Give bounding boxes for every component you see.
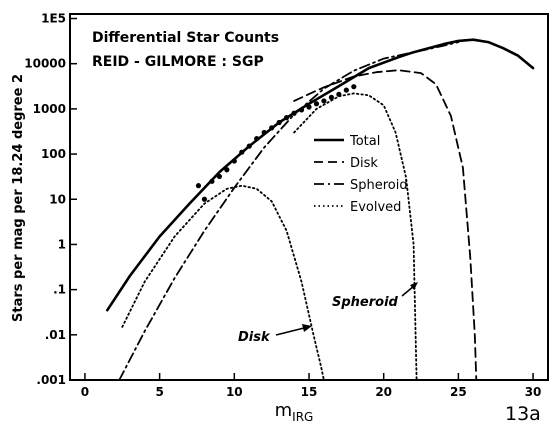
chart-title-line-2: REID - GILMORE : SGP	[92, 54, 264, 70]
legend-label: Spheroid	[350, 178, 408, 193]
y-tick-label: 100	[41, 147, 66, 161]
series-line-evolved-spheroid	[293, 92, 418, 381]
x-tick-label: 5	[155, 385, 163, 399]
data-point	[246, 143, 252, 149]
axis-ticks: 0 5 10 15 20 25 30 1E5 10000 1000 100 10 1 .1 .01 .001	[24, 12, 541, 399]
y-tick-label: 10	[49, 192, 66, 206]
annotation-spheroid-arrow	[401, 285, 415, 297]
data-point	[276, 119, 282, 126]
annotation-spheroid-arrowhead	[410, 282, 418, 290]
series-line-disk	[293, 69, 478, 381]
data-point	[231, 158, 237, 164]
data-point	[283, 115, 290, 121]
legend-label: Disk	[350, 156, 378, 171]
y-tick-label: .1	[53, 283, 66, 297]
annotation-disk: Disk	[238, 330, 271, 345]
data-point	[216, 173, 222, 180]
x-axis-label-subscript: IRG	[292, 410, 313, 424]
data-point	[328, 94, 335, 100]
x-tick-label: 0	[81, 385, 89, 399]
figure-label: 13a	[505, 403, 541, 425]
data-point	[321, 98, 327, 104]
y-axis-label: Stars per mag per 18.24 degree 2	[11, 74, 26, 322]
x-tick-label: 20	[375, 385, 392, 399]
observed-points	[195, 84, 357, 202]
chart-title-line-1: Differential Star Counts	[92, 30, 279, 46]
data-point	[343, 87, 349, 93]
legend-label: Total	[349, 134, 380, 149]
data-point	[224, 167, 230, 173]
y-tick-label: 1000	[33, 102, 66, 116]
x-tick-label: 30	[525, 385, 542, 399]
annotation-spheroid: Spheroid	[332, 295, 399, 310]
data-point	[254, 136, 260, 142]
x-tick-label: 15	[301, 385, 318, 399]
data-point	[291, 110, 297, 116]
y-tick-label: 1E5	[41, 12, 66, 26]
y-tick-label: .001	[36, 373, 66, 387]
x-tick-label: 10	[226, 385, 243, 399]
data-point	[239, 149, 245, 155]
data-point	[269, 125, 275, 131]
x-axis-label: mIRG	[275, 400, 314, 424]
data-point	[195, 183, 202, 189]
x-tick-label: 25	[450, 385, 467, 399]
annotations: Spheroid Disk	[238, 282, 418, 345]
x-axis-label-main: m	[275, 400, 293, 421]
data-point	[209, 178, 215, 184]
data-point	[298, 107, 305, 113]
series-line-evolved-disk	[121, 184, 325, 381]
annotation-disk-arrow	[275, 327, 305, 336]
data-point	[201, 196, 208, 202]
series-lines	[106, 38, 535, 381]
data-point	[306, 104, 312, 110]
series-line-spheroid	[118, 41, 460, 381]
data-point	[351, 84, 357, 90]
y-tick-label: 10000	[24, 57, 66, 71]
data-point	[261, 129, 267, 136]
data-point	[313, 101, 320, 107]
y-tick-label: .01	[45, 328, 66, 342]
legend-label: Evolved	[350, 200, 401, 215]
legend: Total Disk Spheroid Evolved	[314, 134, 408, 215]
series-line-total	[106, 38, 535, 312]
annotation-disk-arrowhead	[302, 324, 312, 332]
y-tick-label: 1	[58, 237, 66, 251]
data-point	[336, 91, 342, 97]
